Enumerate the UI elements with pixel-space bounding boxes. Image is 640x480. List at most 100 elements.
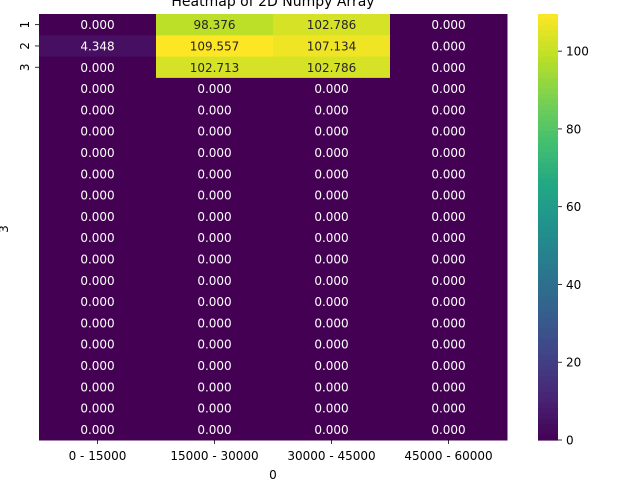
- x-tick-label: 45000 - 60000: [404, 449, 492, 463]
- colorbar-tick-label: 20: [566, 356, 581, 370]
- heatmap-cell: [156, 120, 274, 143]
- colorbar-segment: [538, 317, 558, 324]
- cell-value-label: 0.000: [431, 146, 465, 160]
- colorbar-segment: [538, 61, 558, 68]
- cell-value-label: 0.000: [314, 316, 348, 330]
- heatmap-cell: [273, 312, 391, 334]
- cell-value-label: 0.000: [80, 18, 114, 32]
- heatmap-cell: [156, 418, 274, 441]
- colorbar-segment: [538, 141, 558, 148]
- colorbar-tick-label: 80: [566, 122, 581, 136]
- cell-value-label: 102.713: [190, 61, 240, 75]
- colorbar-segment: [538, 386, 558, 393]
- heatmap-cell: [39, 141, 157, 164]
- heatmap-cell: [156, 184, 274, 207]
- colorbar-segment: [538, 88, 558, 95]
- colorbar-segment: [538, 40, 558, 47]
- chart-title: Heatmap of 2D Numpy Array: [171, 0, 374, 10]
- cell-value-label: 0.000: [197, 103, 231, 117]
- colorbar-segment: [538, 269, 558, 276]
- x-tick-label: 30000 - 45000: [287, 449, 375, 463]
- colorbar-tick-label: 40: [566, 278, 581, 292]
- colorbar-segment: [538, 189, 558, 196]
- cell-value-label: 0.000: [431, 125, 465, 139]
- y-tick-label: 1: [18, 21, 32, 29]
- heatmap-cell: [39, 184, 157, 207]
- cell-value-label: 0.000: [197, 402, 231, 416]
- heatmap-cell: [390, 227, 508, 249]
- cell-value-label: 0.000: [431, 295, 465, 309]
- cell-value-label: 0.000: [197, 380, 231, 394]
- heatmap-cell: [39, 397, 157, 420]
- heatmap-cell: [39, 99, 157, 121]
- colorbar-segment: [538, 136, 558, 143]
- cell-value-label: 0.000: [197, 82, 231, 96]
- heatmap-cell: [390, 141, 508, 164]
- colorbar-segment: [538, 322, 558, 329]
- colorbar-segment: [538, 45, 558, 52]
- y-tick-label: 2: [18, 42, 32, 50]
- cell-value-label: 0.000: [431, 252, 465, 266]
- colorbar-segment: [538, 168, 558, 175]
- cell-value-label: 0.000: [431, 39, 465, 53]
- cell-value-label: 0.000: [197, 359, 231, 373]
- x-tick-label: 0 - 15000: [69, 449, 127, 463]
- colorbar-segment: [538, 258, 558, 265]
- cell-value-label: 102.786: [307, 18, 357, 32]
- cell-value-label: 0.000: [197, 316, 231, 330]
- heatmap-cell: [156, 35, 274, 58]
- cell-value-label: 0.000: [80, 359, 114, 373]
- colorbar-segment: [538, 205, 558, 212]
- cell-value-label: 0.000: [80, 316, 114, 330]
- heatmap-cell: [390, 56, 508, 79]
- heatmap-cell: [273, 227, 391, 249]
- colorbar-segment: [538, 296, 558, 303]
- colorbar-segment: [538, 115, 558, 122]
- heatmap-cell: [156, 227, 274, 249]
- heatmap-cell: [156, 269, 274, 292]
- colorbar-segment: [538, 77, 558, 84]
- heatmap-cell: [156, 141, 274, 164]
- cell-value-label: 0.000: [80, 338, 114, 352]
- heatmap-cell: [273, 35, 391, 58]
- cell-value-label: 0.000: [314, 295, 348, 309]
- colorbar-segment: [538, 99, 558, 106]
- cell-value-label: 0.000: [314, 359, 348, 373]
- colorbar-segment: [538, 344, 558, 351]
- cell-value-label: 0.000: [431, 61, 465, 75]
- cell-value-label: 0.000: [431, 423, 465, 437]
- colorbar-segment: [538, 29, 558, 36]
- colorbar-segment: [538, 173, 558, 180]
- cell-value-label: 0.000: [80, 380, 114, 394]
- heatmap-cell: [39, 376, 157, 398]
- heatmap-cell: [156, 397, 274, 420]
- cell-value-label: 0.000: [80, 61, 114, 75]
- heatmap-cell: [39, 120, 157, 143]
- heatmap-cell: [390, 99, 508, 121]
- cell-value-label: 0.000: [431, 18, 465, 32]
- cell-value-label: 0.000: [80, 146, 114, 160]
- heatmap-cell: [156, 163, 274, 185]
- colorbar-segment: [538, 376, 558, 383]
- heatmap-cell: [273, 290, 391, 313]
- colorbar-segment: [538, 285, 558, 292]
- heatmap-cell: [39, 312, 157, 334]
- heatmap-cell: [156, 312, 274, 334]
- colorbar-segment: [538, 200, 558, 207]
- cell-value-label: 0.000: [314, 402, 348, 416]
- heatmap-cell: [390, 35, 508, 58]
- cell-value-label: 0.000: [431, 359, 465, 373]
- colorbar-segment: [538, 360, 558, 367]
- heatmap-cell: [39, 163, 157, 185]
- heatmap-cell: [273, 99, 391, 121]
- heatmap-cell: [390, 354, 508, 377]
- cell-value-label: 0.000: [80, 402, 114, 416]
- cell-value-label: 0.000: [197, 274, 231, 288]
- cell-value-label: 0.000: [197, 338, 231, 352]
- colorbar-segment: [538, 56, 558, 63]
- heatmap-cell: [39, 333, 157, 356]
- heatmap-cell: [390, 77, 508, 100]
- colorbar-segment: [538, 349, 558, 356]
- cell-value-label: 0.000: [314, 274, 348, 288]
